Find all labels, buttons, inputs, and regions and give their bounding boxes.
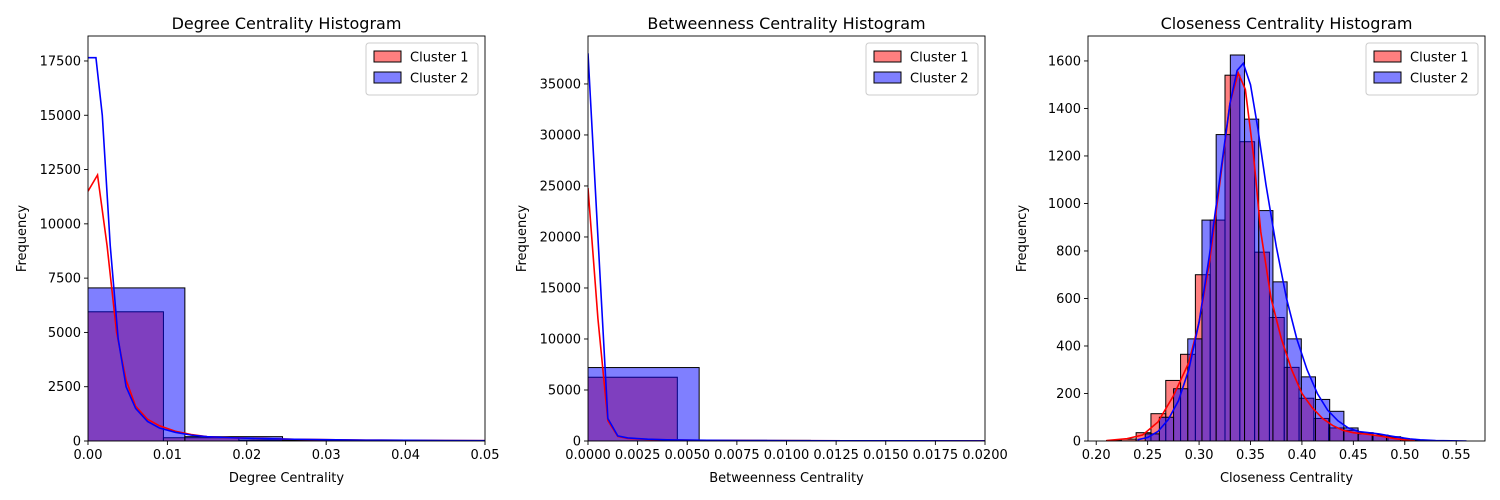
chart-title: Closeness Centrality Histogram: [1161, 14, 1413, 33]
x-tick-label: 0.0025: [615, 448, 661, 463]
x-tick-label: 0.55: [1442, 448, 1471, 463]
kde-line-cluster-2: [1137, 61, 1467, 441]
legend: Cluster 1 Cluster 2: [365, 42, 479, 96]
kde-line-cluster-1: [1106, 70, 1416, 441]
plot-area: [1106, 54, 1467, 441]
y-tick-label: 800: [1056, 244, 1081, 259]
bar-cluster-2: [1286, 338, 1302, 441]
chart-title: Degree Centrality Histogram: [172, 14, 402, 33]
bar-cluster-2: [1272, 281, 1288, 441]
y-tick-label: 12500: [40, 163, 81, 178]
legend-label: Cluster 2: [910, 72, 969, 87]
x-axis-label: Betweenness Centrality: [709, 471, 864, 486]
x-tick-label: 0.0100: [764, 448, 810, 463]
legend-swatch: [873, 50, 902, 63]
bar-cluster-2: [1258, 210, 1274, 441]
x-tick-label: 0.20: [1082, 448, 1111, 463]
chart-title: Betweenness Centrality Histogram: [647, 14, 925, 33]
legend-swatch: [373, 71, 402, 84]
x-tick-label: 0.0200: [962, 448, 1008, 463]
legend-swatch: [873, 71, 902, 84]
y-tick-label: 10000: [540, 332, 581, 347]
y-tick-label: 1400: [1048, 102, 1081, 117]
bar-cluster-2: [1244, 118, 1260, 441]
x-axis-label: Degree Centrality: [229, 471, 344, 486]
y-tick-label: 30000: [540, 128, 581, 143]
x-tick-label: 0.0175: [913, 448, 959, 463]
x-tick-label: 0.01: [153, 448, 182, 463]
y-tick-label: 15000: [40, 109, 81, 124]
legend-swatch: [373, 50, 402, 63]
x-tick-label: 0.50: [1390, 448, 1419, 463]
y-tick-label: 5000: [48, 326, 81, 341]
y-axis-label: Frequency: [15, 205, 30, 272]
y-tick-label: 2500: [48, 380, 81, 395]
y-tick-label: 0: [573, 435, 581, 450]
y-tick-label: 25000: [540, 179, 581, 194]
x-tick-label: 0.0125: [813, 448, 859, 463]
y-tick-label: 400: [1056, 339, 1081, 354]
y-tick-label: 200: [1056, 387, 1081, 402]
x-tick-label: 0.0150: [863, 448, 909, 463]
x-tick-label: 0.05: [471, 448, 500, 463]
legend-swatch: [1373, 71, 1402, 84]
x-tick-label: 0.30: [1185, 448, 1214, 463]
y-axis-label: Frequency: [515, 205, 530, 272]
y-tick-label: 17500: [40, 54, 81, 69]
y-tick-label: 7500: [48, 272, 81, 287]
y-tick-label: 1200: [1048, 149, 1081, 164]
kde-line-cluster-2: [88, 56, 485, 441]
y-tick-label: 10000: [40, 217, 81, 232]
x-tick-label: 0.0075: [714, 448, 760, 463]
legend-swatch: [1373, 50, 1402, 63]
y-tick-label: 1600: [1048, 54, 1081, 69]
x-tick-label: 0.40: [1287, 448, 1316, 463]
legend-label: Cluster 1: [1410, 51, 1469, 66]
x-tick-label: 0.03: [312, 448, 341, 463]
bar-cluster-2: [1215, 134, 1231, 441]
y-tick-label: 0: [73, 435, 81, 450]
y-tick-label: 15000: [540, 281, 581, 296]
legend-label: Cluster 1: [410, 51, 469, 66]
y-tick-label: 1000: [1048, 197, 1081, 212]
x-tick-label: 0.35: [1236, 448, 1265, 463]
bar-cluster-2: [1187, 338, 1203, 441]
y-tick-label: 20000: [540, 230, 581, 245]
y-tick-label: 600: [1056, 292, 1081, 307]
x-tick-label: 0.45: [1339, 448, 1368, 463]
bar-cluster-2: [88, 287, 186, 441]
chart-panel-1: 0.00 0.01 0.02 0.03 0.04 0.05 0 2500 5000 7500 100…: [15, 14, 500, 486]
x-axis-label: Closeness Centrality: [1220, 471, 1353, 486]
legend-label: Cluster 2: [1410, 72, 1469, 87]
y-tick-label: 35000: [540, 77, 581, 92]
plot-area: [88, 56, 485, 441]
x-tick-label: 0.00: [74, 448, 103, 463]
chart-panel-3: 0.20 0.25 0.30 0.35 0.40 0.45 0.50 0.55 0 200 400 6…: [1015, 14, 1486, 486]
x-tick-label: 0.02: [232, 448, 261, 463]
axes-frame: [87, 35, 486, 442]
bar-cluster-2: [1315, 398, 1331, 441]
x-tick-label: 0.04: [391, 448, 420, 463]
legend-label: Cluster 2: [410, 72, 469, 87]
plot-area: [588, 53, 985, 441]
axes-frame: [1087, 35, 1486, 442]
legend-label: Cluster 1: [910, 51, 969, 66]
x-tick-label: 0.0050: [665, 448, 711, 463]
y-axis-label: Frequency: [1015, 205, 1030, 272]
legend: Cluster 1 Cluster 2: [865, 42, 979, 96]
bar-cluster-2: [1329, 410, 1345, 441]
x-tick-label: 0.0000: [565, 448, 611, 463]
chart-panel-2: 0.0000 0.0025 0.0050 0.0075 0.0100 0.0125 0.01…: [515, 14, 1008, 486]
bar-cluster-2: [1229, 54, 1246, 441]
x-tick-label: 0.25: [1133, 448, 1162, 463]
y-tick-label: 5000: [548, 383, 581, 398]
bar-cluster-2: [588, 367, 700, 441]
y-tick-label: 0: [1073, 435, 1081, 450]
legend: Cluster 1 Cluster 2: [1365, 42, 1479, 96]
